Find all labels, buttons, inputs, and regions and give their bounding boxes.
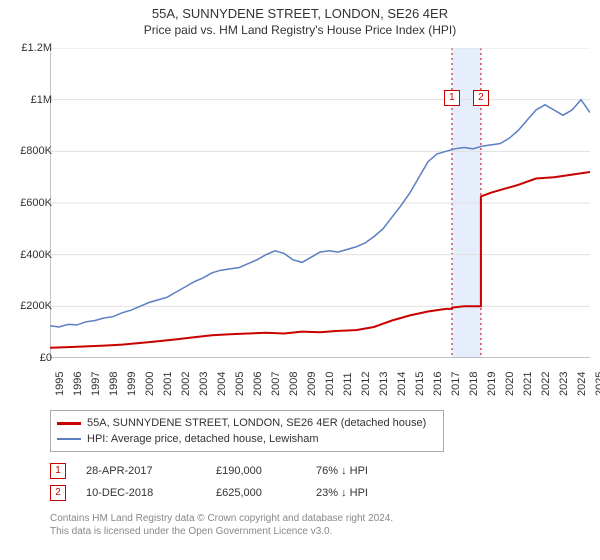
- x-tick-label: 1996: [72, 372, 84, 396]
- x-tick-label: 2018: [468, 372, 480, 396]
- legend-item: HPI: Average price, detached house, Lewi…: [57, 431, 437, 447]
- sale-diff: 76% ↓ HPI: [316, 465, 406, 477]
- x-tick-label: 2023: [558, 372, 570, 396]
- x-tick-label: 2022: [540, 372, 552, 396]
- chart-subtitle: Price paid vs. HM Land Registry's House …: [0, 21, 600, 37]
- x-tick-label: 1995: [54, 372, 66, 396]
- legend-label: HPI: Average price, detached house, Lewi…: [87, 431, 319, 447]
- x-tick-label: 2009: [306, 372, 318, 396]
- sale-date: 10-DEC-2018: [86, 487, 196, 499]
- x-tick-label: 2025: [594, 372, 600, 396]
- x-tick-label: 2002: [180, 372, 192, 396]
- sale-marker-box: 1: [444, 90, 460, 106]
- x-tick-label: 2012: [360, 372, 372, 396]
- x-tick-label: 2010: [324, 372, 336, 396]
- legend-label: 55A, SUNNYDENE STREET, LONDON, SE26 4ER …: [87, 415, 426, 431]
- x-tick-label: 1998: [108, 372, 120, 396]
- sale-id-box: 1: [50, 463, 66, 479]
- sale-price: £625,000: [216, 487, 296, 499]
- sale-diff: 23% ↓ HPI: [316, 487, 406, 499]
- legend-swatch: [57, 422, 81, 425]
- chart-title: 55A, SUNNYDENE STREET, LONDON, SE26 4ER: [0, 0, 600, 21]
- x-tick-label: 2008: [288, 372, 300, 396]
- legend: 55A, SUNNYDENE STREET, LONDON, SE26 4ER …: [50, 410, 444, 452]
- x-tick-label: 2021: [522, 372, 534, 396]
- y-tick-label: £600K: [20, 197, 52, 209]
- x-tick-label: 2017: [450, 372, 462, 396]
- y-tick-label: £1.2M: [21, 42, 52, 54]
- x-tick-label: 2004: [216, 372, 228, 396]
- sales-row: 1 28-APR-2017 £190,000 76% ↓ HPI: [50, 460, 406, 482]
- x-tick-label: 2006: [252, 372, 264, 396]
- x-tick-label: 2016: [432, 372, 444, 396]
- y-tick-label: £1M: [31, 94, 52, 106]
- footer: Contains HM Land Registry data © Crown c…: [50, 512, 393, 538]
- sale-marker-box: 2: [473, 90, 489, 106]
- x-tick-label: 1999: [126, 372, 138, 396]
- legend-item: 55A, SUNNYDENE STREET, LONDON, SE26 4ER …: [57, 415, 437, 431]
- plot-svg: [50, 48, 590, 358]
- y-tick-label: £0: [40, 352, 52, 364]
- plot-area: [50, 48, 590, 358]
- footer-line: This data is licensed under the Open Gov…: [50, 525, 393, 538]
- sale-id-box: 2: [50, 485, 66, 501]
- x-tick-label: 2013: [378, 372, 390, 396]
- x-tick-label: 2000: [144, 372, 156, 396]
- y-tick-label: £200K: [20, 300, 52, 312]
- x-tick-label: 2020: [504, 372, 516, 396]
- x-tick-label: 2024: [576, 372, 588, 396]
- x-tick-label: 2019: [486, 372, 498, 396]
- x-tick-label: 2001: [162, 372, 174, 396]
- legend-swatch: [57, 438, 81, 440]
- sale-price: £190,000: [216, 465, 296, 477]
- x-tick-label: 2005: [234, 372, 246, 396]
- sale-date: 28-APR-2017: [86, 465, 196, 477]
- x-tick-label: 2014: [396, 372, 408, 396]
- x-tick-label: 1997: [90, 372, 102, 396]
- x-tick-label: 2003: [198, 372, 210, 396]
- sales-row: 2 10-DEC-2018 £625,000 23% ↓ HPI: [50, 482, 406, 504]
- y-tick-label: £800K: [20, 145, 52, 157]
- x-tick-label: 2007: [270, 372, 282, 396]
- y-tick-label: £400K: [20, 249, 52, 261]
- chart-container: 55A, SUNNYDENE STREET, LONDON, SE26 4ER …: [0, 0, 600, 560]
- x-tick-label: 2015: [414, 372, 426, 396]
- x-tick-label: 2011: [342, 372, 354, 396]
- footer-line: Contains HM Land Registry data © Crown c…: [50, 512, 393, 525]
- sales-table: 1 28-APR-2017 £190,000 76% ↓ HPI 2 10-DE…: [50, 460, 406, 504]
